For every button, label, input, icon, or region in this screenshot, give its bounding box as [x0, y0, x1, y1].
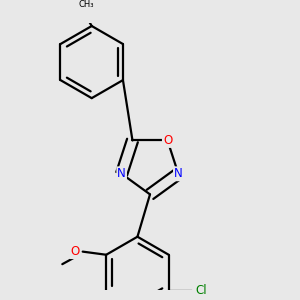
Text: O: O — [70, 245, 80, 258]
Text: N: N — [174, 167, 183, 180]
Text: Cl: Cl — [195, 284, 207, 297]
Text: N: N — [117, 167, 126, 180]
Text: O: O — [163, 134, 172, 147]
Text: CH₃: CH₃ — [79, 0, 94, 9]
